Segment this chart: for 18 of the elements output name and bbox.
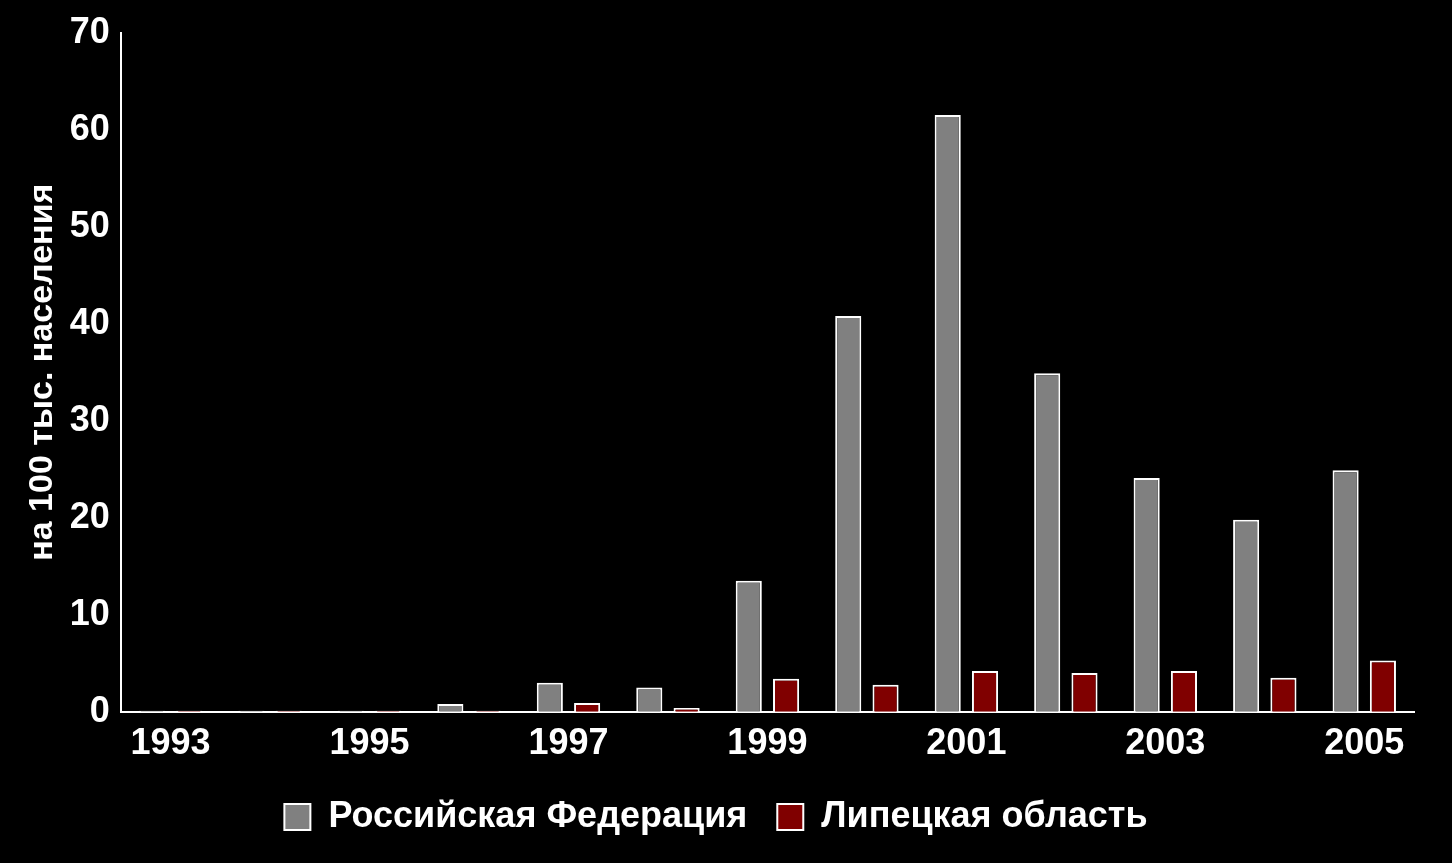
legend-label: Российская Федерация xyxy=(328,793,748,835)
y-tick-label: 60 xyxy=(69,106,110,148)
x-tick-label: 2005 xyxy=(1324,721,1405,763)
y-tick-label: 0 xyxy=(89,688,110,730)
y-axis-title: на 100 тыс. населения xyxy=(20,183,59,561)
x-tick-label: 2003 xyxy=(1125,721,1206,763)
y-tick-label: 40 xyxy=(69,300,110,342)
y-tick-label: 10 xyxy=(69,591,110,633)
y-tick-label: 30 xyxy=(69,397,110,439)
y-tick-label: 20 xyxy=(69,494,110,536)
x-tick-label: 1995 xyxy=(329,721,410,763)
legend-label: Липецкая область xyxy=(821,793,1148,835)
y-tick-label: 70 xyxy=(69,9,110,51)
x-tick-label: 1993 xyxy=(130,721,211,763)
x-tick-label: 2001 xyxy=(926,721,1007,763)
y-tick-label: 50 xyxy=(69,203,110,245)
x-tick-label: 1999 xyxy=(727,721,808,763)
x-tick-label: 1997 xyxy=(528,721,609,763)
